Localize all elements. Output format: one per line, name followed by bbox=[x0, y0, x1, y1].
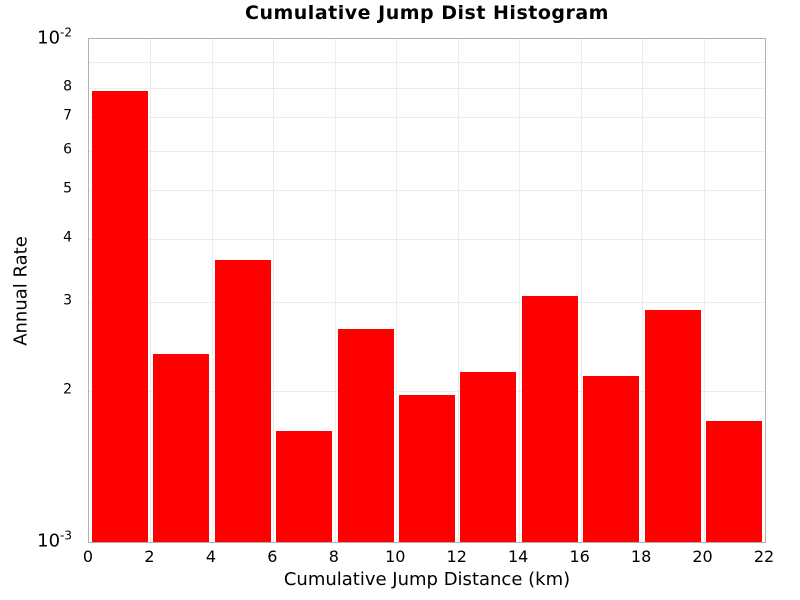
x-tick-label: 10 bbox=[385, 547, 406, 566]
histogram-bar bbox=[644, 310, 701, 542]
plot-area bbox=[88, 38, 766, 543]
x-tick-label: 2 bbox=[144, 547, 155, 566]
horizontal-gridline bbox=[89, 239, 765, 241]
y-tick-label: 3 bbox=[63, 292, 72, 309]
histogram-bar bbox=[706, 421, 763, 542]
histogram-bar bbox=[399, 395, 455, 542]
x-tick-label: 20 bbox=[692, 547, 713, 566]
x-tick-label: 4 bbox=[205, 547, 216, 566]
vertical-gridline bbox=[273, 39, 275, 542]
y-tick-label: 6 bbox=[63, 141, 72, 158]
horizontal-gridline bbox=[89, 116, 765, 118]
horizontal-gridline bbox=[89, 390, 765, 392]
vertical-gridline bbox=[211, 39, 213, 542]
histogram-bar bbox=[460, 371, 517, 542]
x-tick-label: 6 bbox=[267, 547, 278, 566]
vertical-gridline bbox=[457, 39, 459, 542]
vertical-gridline bbox=[150, 39, 152, 542]
horizontal-gridline bbox=[89, 87, 765, 89]
x-tick-label: 12 bbox=[446, 547, 467, 566]
x-tick-label: 0 bbox=[82, 547, 94, 566]
chart-title: Cumulative Jump Dist Histogram bbox=[245, 2, 609, 24]
histogram-bar bbox=[521, 296, 578, 542]
vertical-gridline bbox=[396, 39, 398, 542]
x-axis-ticks: 0 2 4 6 8 10 12 14 16 18 20 22 bbox=[83, 547, 774, 567]
y-axis-ticks: 10-2 10-3 2 3 4 5 6 7 8 bbox=[0, 25, 80, 551]
y-tick-label: 4 bbox=[63, 229, 72, 246]
histogram-bar bbox=[337, 329, 394, 542]
vertical-gridline bbox=[334, 39, 336, 542]
vertical-gridline bbox=[642, 39, 644, 542]
horizontal-gridline bbox=[89, 302, 765, 303]
horizontal-gridline bbox=[89, 150, 765, 152]
x-tick-label: 22 bbox=[753, 547, 775, 566]
histogram-bar bbox=[583, 375, 640, 542]
x-tick-label: 14 bbox=[507, 547, 529, 566]
y-tick-label: 2 bbox=[63, 381, 72, 398]
x-tick-label: 18 bbox=[630, 547, 652, 566]
vertical-gridline bbox=[580, 39, 582, 542]
x-tick-label: 8 bbox=[328, 547, 339, 566]
y-tick-label: 5 bbox=[63, 181, 72, 198]
y-tick-label-major: 10-3 bbox=[37, 528, 72, 552]
horizontal-gridline bbox=[89, 62, 765, 64]
horizontal-gridline bbox=[89, 190, 765, 192]
x-axis-label: Cumulative Jump Distance (km) bbox=[283, 569, 571, 590]
y-tick-label: 8 bbox=[63, 78, 72, 95]
histogram-bar bbox=[153, 354, 210, 542]
histogram-bar bbox=[276, 431, 333, 542]
vertical-gridline bbox=[519, 39, 521, 542]
vertical-gridline bbox=[703, 39, 705, 542]
histogram-bar bbox=[91, 90, 148, 542]
y-tick-label: 7 bbox=[63, 107, 72, 124]
y-tick-label-major: 10-2 bbox=[37, 25, 72, 49]
histogram-bar bbox=[214, 260, 271, 542]
x-tick-label: 16 bbox=[569, 547, 590, 566]
